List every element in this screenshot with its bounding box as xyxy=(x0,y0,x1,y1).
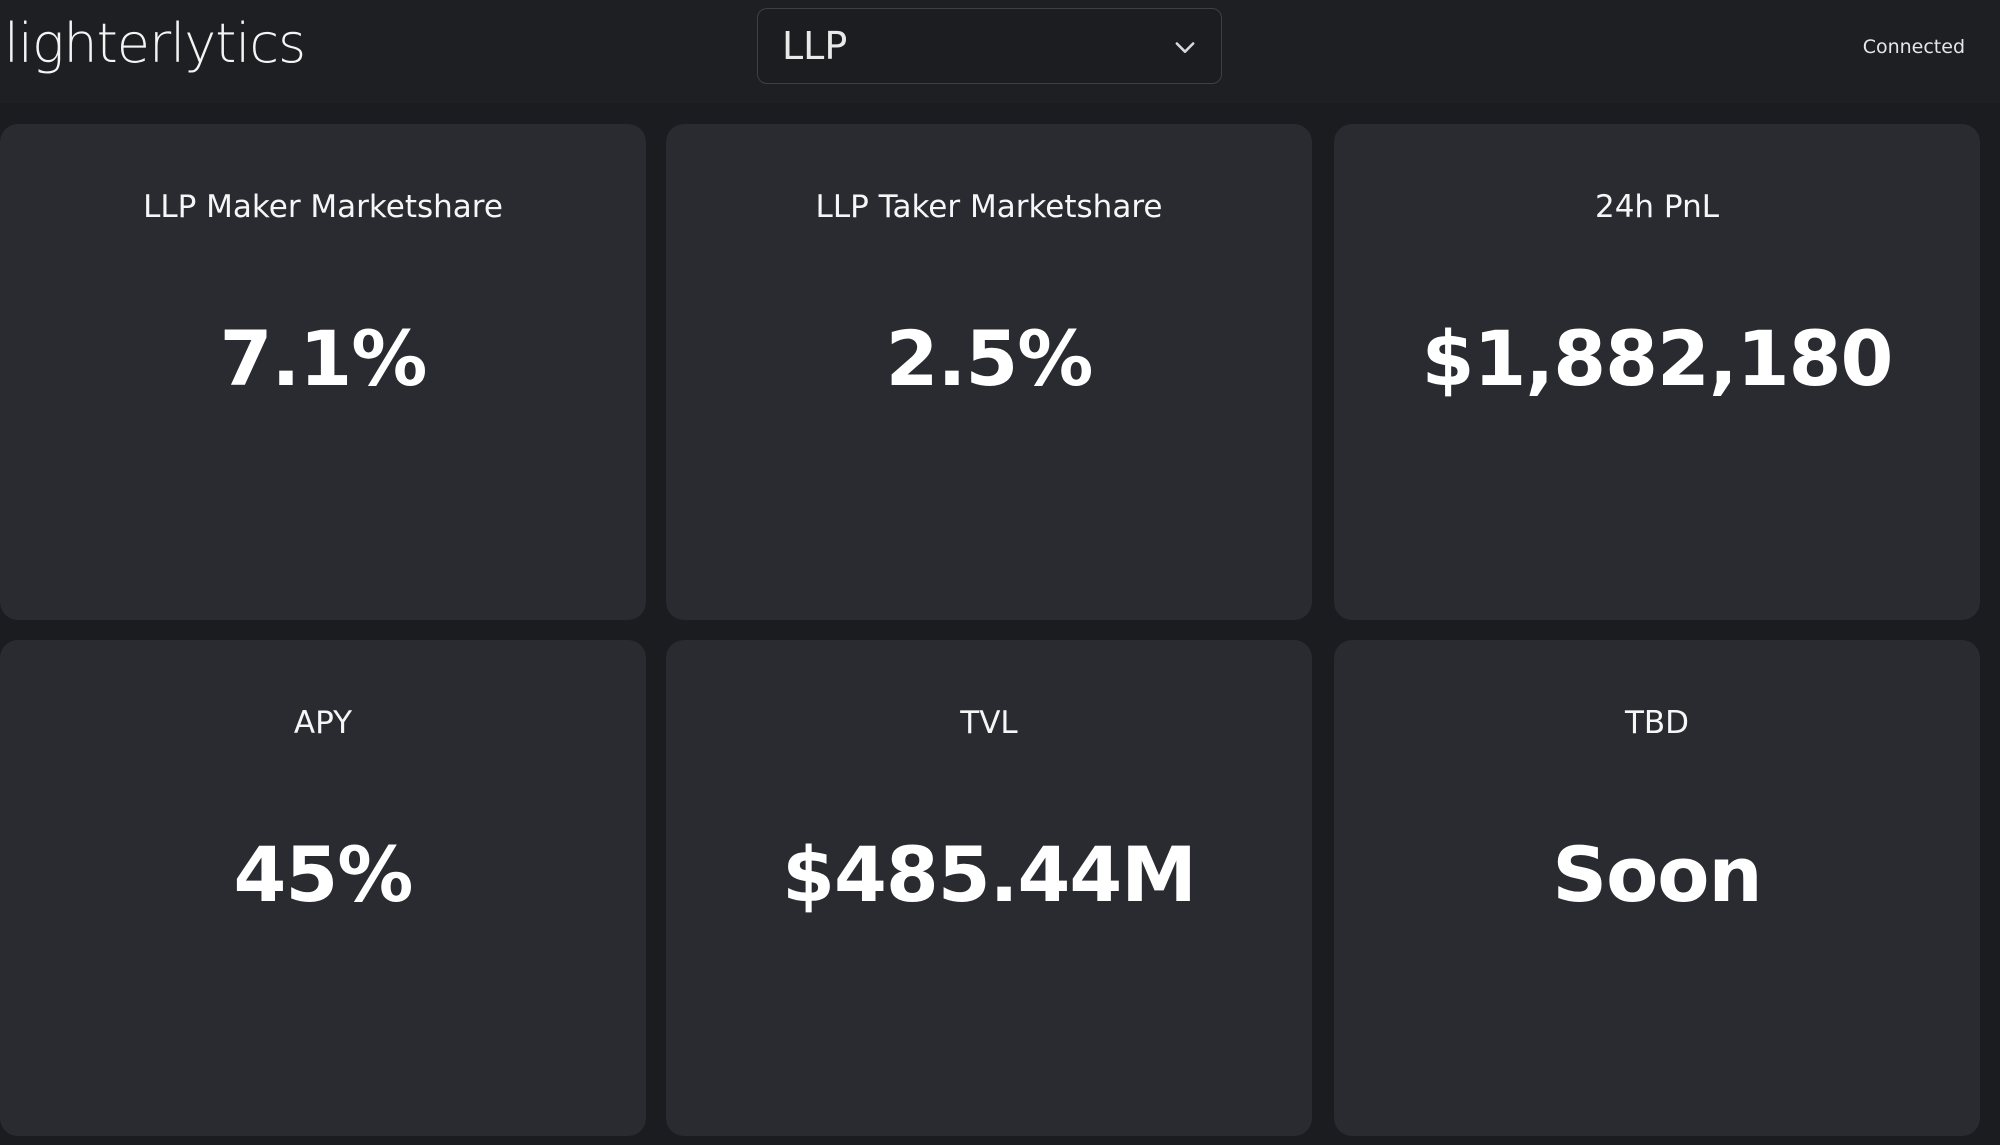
metric-title: 24h PnL xyxy=(1594,189,1719,225)
metric-value: 45% xyxy=(233,830,414,919)
metric-value: 2.5% xyxy=(885,314,1094,403)
pool-select-value: LLP xyxy=(782,24,848,68)
metric-value: Soon xyxy=(1552,830,1762,919)
metric-value: $485.44M xyxy=(782,830,1197,919)
connection-status: Connected xyxy=(1862,36,1965,58)
metric-card-24h-pnl: 24h PnL $1,882,180 xyxy=(1334,124,1980,620)
metric-title: LLP Taker Marketshare xyxy=(815,189,1163,225)
metric-value: 7.1% xyxy=(219,314,428,403)
metric-card-tbd: TBD Soon xyxy=(1334,640,1980,1136)
metric-title: TVL xyxy=(960,705,1018,741)
metric-value: $1,882,180 xyxy=(1421,314,1894,403)
metric-card-apy: APY 45% xyxy=(0,640,646,1136)
metric-title: TBD xyxy=(1624,705,1690,741)
top-bar: lighterlytics LLP Connected xyxy=(0,0,2000,103)
metric-card-taker-marketshare: LLP Taker Marketshare 2.5% xyxy=(666,124,1312,620)
metric-title: APY xyxy=(293,705,353,741)
pool-select[interactable]: LLP xyxy=(757,8,1222,84)
metric-card-tvl: TVL $485.44M xyxy=(666,640,1312,1136)
metric-card-maker-marketshare: LLP Maker Marketshare 7.1% xyxy=(0,124,646,620)
metric-title: LLP Maker Marketshare xyxy=(143,189,503,225)
chevron-down-icon xyxy=(1175,42,1195,53)
app-logo[interactable]: lighterlytics xyxy=(4,12,306,75)
